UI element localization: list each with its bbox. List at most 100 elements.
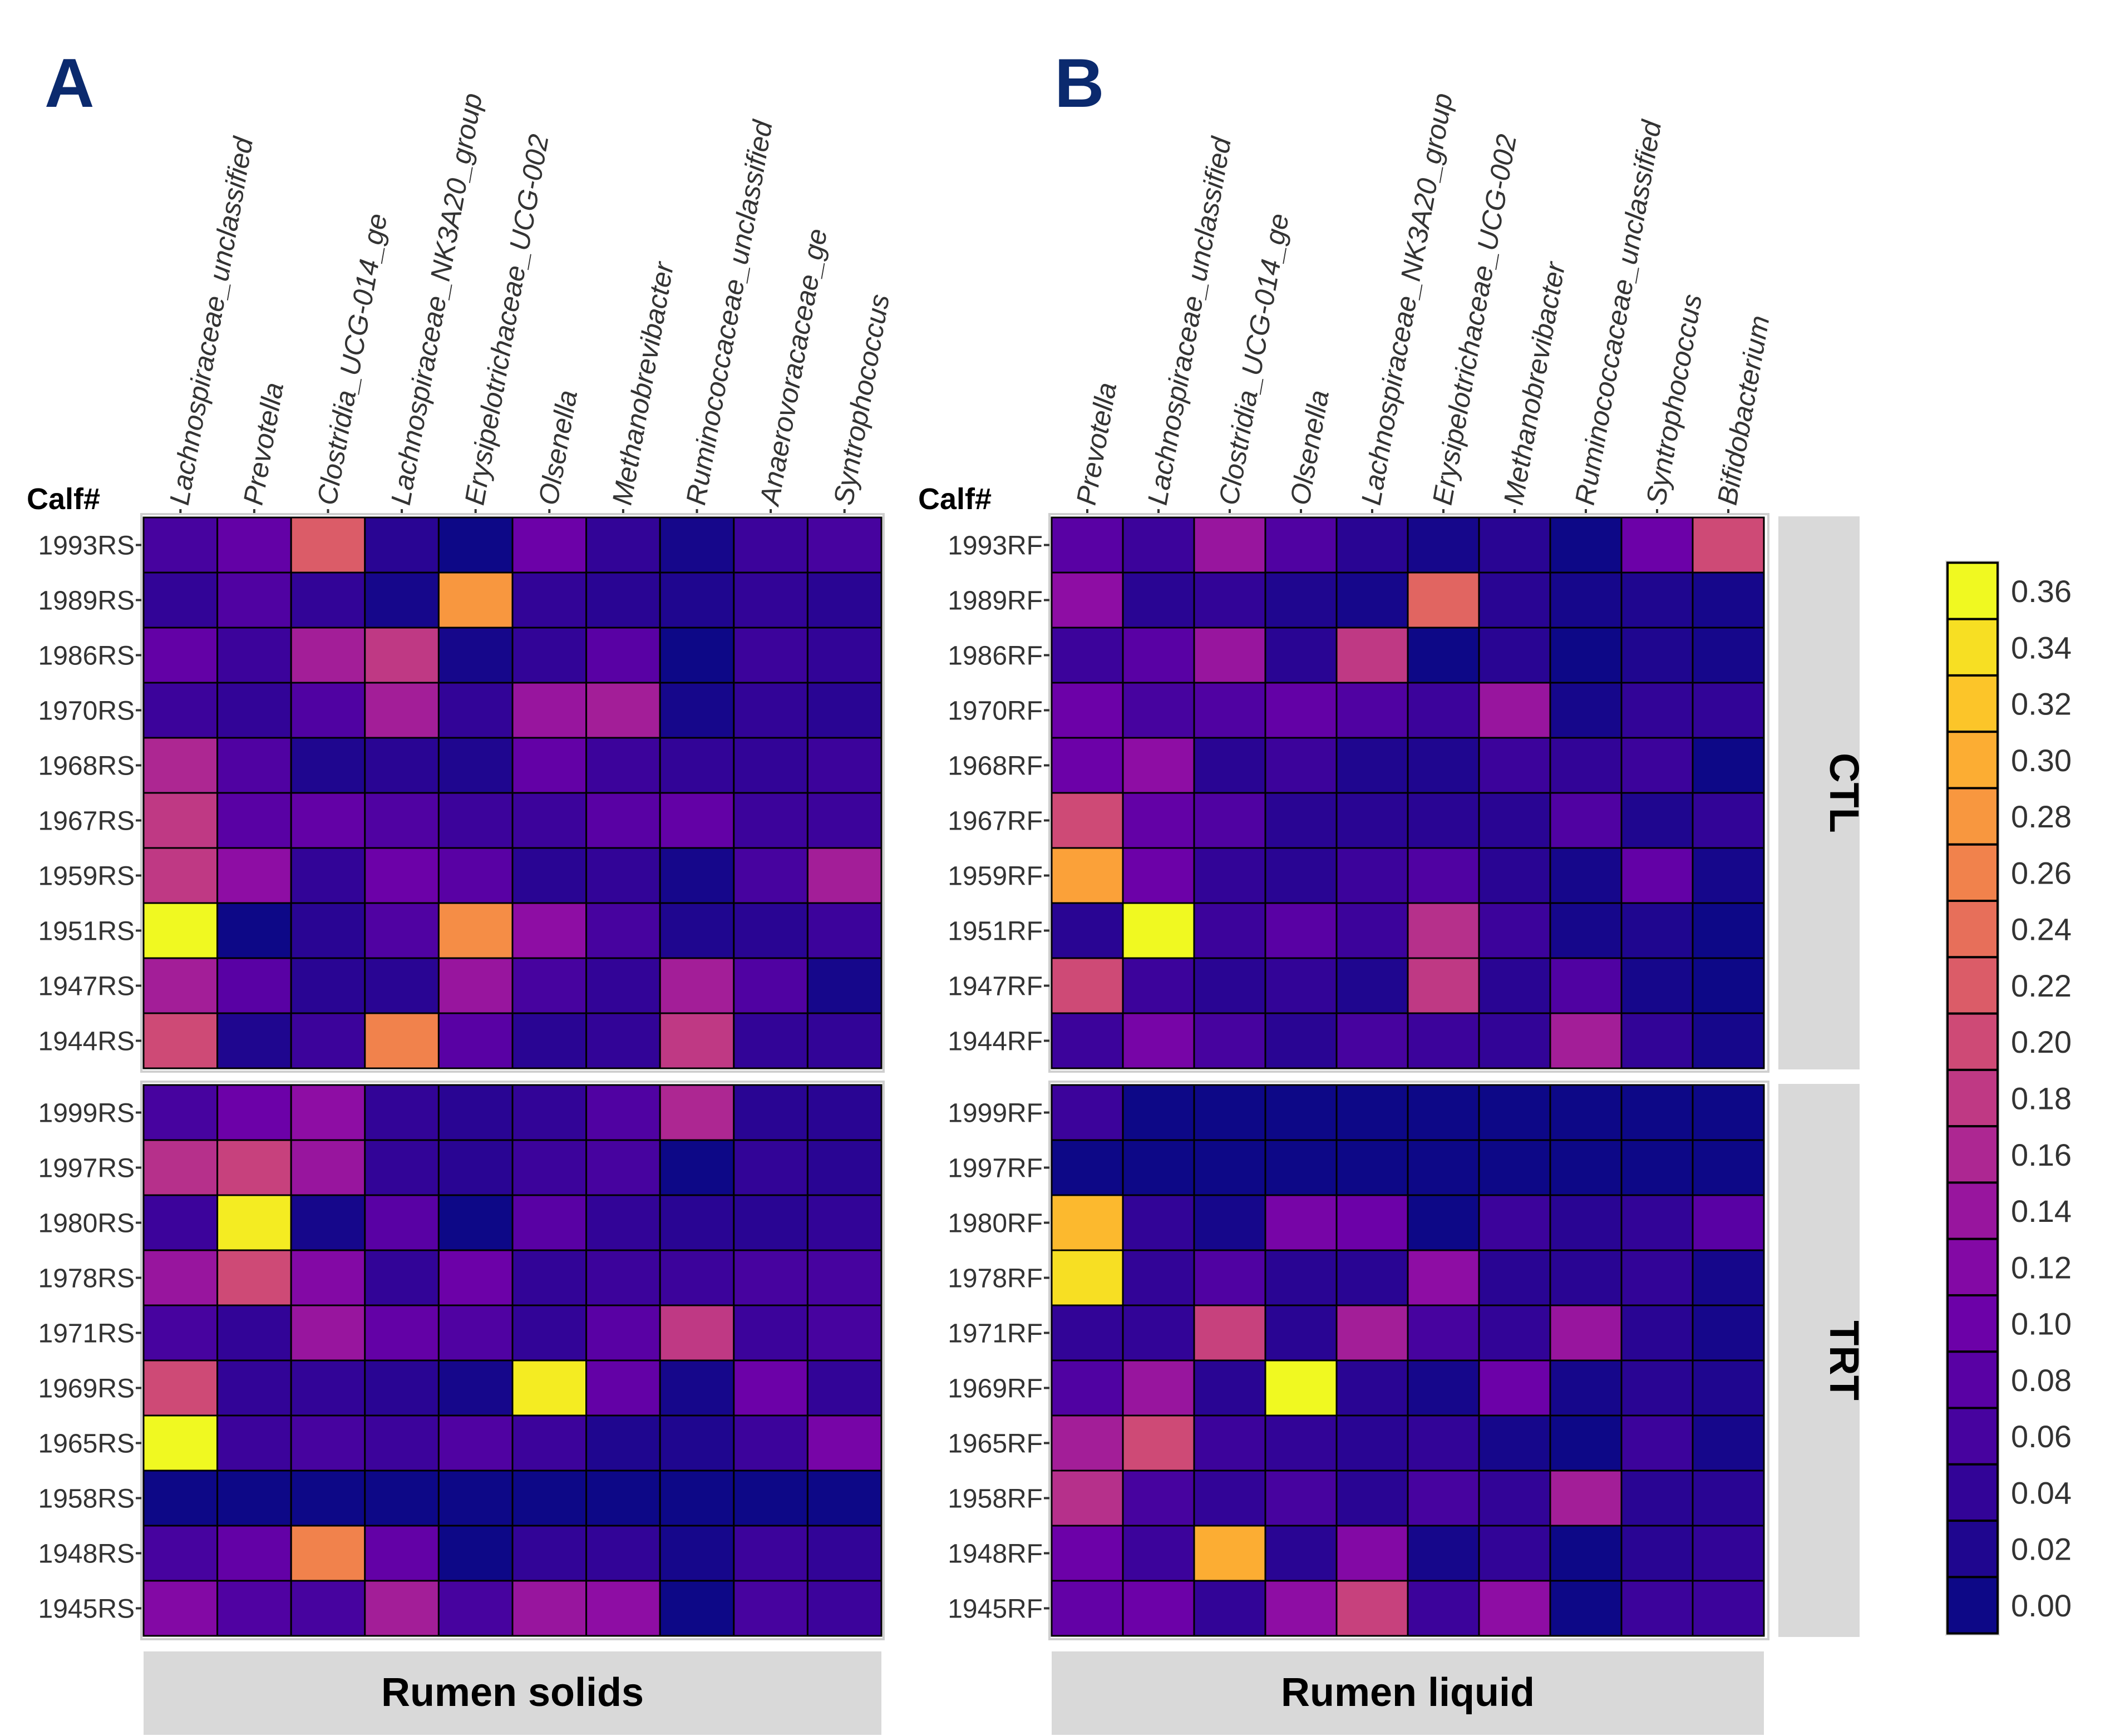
row-label: 1947RS — [38, 972, 135, 1002]
legend-swatch — [1946, 1068, 1999, 1128]
heatmap-cell: 1978RS · Erysipelotrichaceae_UCG-002: 0.… — [437, 1249, 514, 1306]
heatmap-cell: 1967RS · Erysipelotrichaceae_UCG-002: 0.… — [437, 792, 514, 849]
heatmap-cell: 1970RF · Prevotella: 0.10 — [1051, 682, 1124, 739]
heatmap-cell: 1969RF · Ruminococcaceae_unclassified: 0… — [1549, 1359, 1623, 1417]
heatmap-cell: 1999RF · Methanobrevibacter: 0.00 — [1478, 1084, 1551, 1141]
legend-swatch — [1946, 956, 1999, 1015]
heatmap-cell: 1959RS · Syntrophococcus: 0.15 — [806, 847, 883, 904]
heatmap-cell: 1999RS · Clostridia_UCG-014_ge: 0.13 — [290, 1084, 366, 1141]
heatmap-cell: 1978RS · Syntrophococcus: 0.06 — [806, 1249, 883, 1306]
heatmap-cell: 1993RF · Methanobrevibacter: 0.03 — [1478, 516, 1551, 574]
heatmap-cell: 1971RS · Lachnospiraceae_NK3A20_group: 0… — [364, 1304, 440, 1362]
legend-tick-label: 0.18 — [2011, 1081, 2072, 1116]
heatmap-cell: 1947RS · Ruminococcaceae_unclassified: 0… — [659, 957, 735, 1014]
heatmap-cell: 1959RF · Lachnospiraceae_NK3A20_group: 0… — [1335, 847, 1409, 904]
heatmap-cell: 1951RS · Anaerovoracaceae_ge: 0.03 — [733, 902, 808, 959]
heatmap-cell: 1971RF · Methanobrevibacter: 0.04 — [1478, 1304, 1551, 1362]
heatmap-cell: 1970RF · Lachnospiraceae_unclassified: 0… — [1122, 682, 1195, 739]
heatmap-cell: 1997RF · Lachnospiraceae_unclassified: 0… — [1122, 1139, 1195, 1196]
heatmap-cell: 1999RS · Syntrophococcus: 0.03 — [806, 1084, 883, 1141]
heatmap-cell: 1993RS · Olsenella: 0.10 — [511, 516, 588, 574]
heatmap-cell: 1970RF · Clostridia_UCG-014_ge: 0.07 — [1193, 682, 1266, 739]
heatmap-cell: 1999RF · Olsenella: 0.00 — [1264, 1084, 1338, 1141]
heatmap-cell: 1971RS · Lachnospiraceae_unclassified: 0… — [142, 1304, 219, 1362]
heatmap-cell: 1958RS · Erysipelotrichaceae_UCG-002: 0.… — [437, 1469, 514, 1527]
heatmap-cell: 1959RF · Olsenella: 0.03 — [1264, 847, 1338, 904]
heatmap-cell: 1980RF · Olsenella: 0.11 — [1264, 1194, 1338, 1251]
heatmap-cell: 1980RF · Ruminococcaceae_unclassified: 0… — [1549, 1194, 1623, 1251]
legend-swatch — [1946, 1125, 1999, 1184]
heatmap-cell: 1958RS · Clostridia_UCG-014_ge: 0.00 — [290, 1469, 366, 1527]
heatmap-cell: 1959RS · Ruminococcaceae_unclassified: 0… — [659, 847, 735, 904]
heatmap-cell: 1978RS · Prevotella: 0.20 — [216, 1249, 292, 1306]
heatmap-cell: 1993RS · Lachnospiraceae_NK3A20_group: 0… — [364, 516, 440, 574]
heatmap-cell: 1993RF · Clostridia_UCG-014_ge: 0.14 — [1193, 516, 1266, 574]
heatmap-cell: 1970RS · Lachnospiraceae_NK3A20_group: 0… — [364, 682, 440, 739]
heatmap-cell: 1951RF · Bifidobacterium: 0.00 — [1692, 902, 1765, 959]
heatmap-cell: 1944RF · Ruminococcaceae_unclassified: 0… — [1549, 1012, 1623, 1069]
heatmap-cell: 1989RS · Lachnospiraceae_NK3A20_group: 0… — [364, 571, 440, 629]
heatmap-cell: 1993RF · Lachnospiraceae_unclassified: 0… — [1122, 516, 1195, 574]
heatmap-cell: 1951RS · Olsenella: 0.13 — [511, 902, 588, 959]
legend-swatch — [1946, 1237, 1999, 1296]
heatmap-cell: 1997RF · Syntrophococcus: 0.00 — [1620, 1139, 1694, 1196]
heatmap-cell: 1944RF · Methanobrevibacter: 0.04 — [1478, 1012, 1551, 1069]
heatmap-cell: 1947RS · Clostridia_UCG-014_ge: 0.03 — [290, 957, 366, 1014]
heatmap-cell: 1945RS · Lachnospiraceae_unclassified: 0… — [142, 1580, 219, 1637]
heatmap-cell: 1958RF · Lachnospiraceae_NK3A20_group: 0… — [1335, 1469, 1409, 1527]
row-label: 1999RS — [38, 1099, 135, 1128]
heatmap-cell: 1951RS · Methanobrevibacter: 0.06 — [585, 902, 661, 959]
heatmap-cell: 1978RF · Prevotella: 0.34 — [1051, 1249, 1124, 1306]
heatmap-cell: 1945RS · Anaerovoracaceae_ge: 0.06 — [733, 1580, 808, 1637]
heatmap-cell: 1980RS · Ruminococcaceae_unclassified: 0… — [659, 1194, 735, 1251]
heatmap-cell: 1948RS · Prevotella: 0.09 — [216, 1525, 292, 1582]
legend-tick-label: 0.32 — [2011, 687, 2072, 722]
heatmap-cell: 1947RF · Lachnospiraceae_NK3A20_group: 0… — [1335, 957, 1409, 1014]
heatmap-cell: 1958RS · Anaerovoracaceae_ge: 0.00 — [733, 1469, 808, 1527]
heatmap-cell: 1971RS · Erysipelotrichaceae_UCG-002: 0.… — [437, 1304, 514, 1362]
heatmap-cell: 1958RS · Methanobrevibacter: 0.00 — [585, 1469, 661, 1527]
heatmap-cell: 1971RF · Clostridia_UCG-014_ge: 0.19 — [1193, 1304, 1266, 1362]
heatmap-cell: 1978RS · Clostridia_UCG-014_ge: 0.12 — [290, 1249, 366, 1306]
heatmap-cell: 1948RS · Syntrophococcus: 0.04 — [806, 1525, 883, 1582]
heatmap-cell: 1951RF · Ruminococcaceae_unclassified: 0… — [1549, 902, 1623, 959]
heatmap-cell: 1945RF · Prevotella: 0.09 — [1051, 1580, 1124, 1637]
row-label: 1965RS — [38, 1429, 135, 1459]
row-label: 1969RS — [38, 1374, 135, 1404]
heatmap-cell: 1947RF · Methanobrevibacter: 0.03 — [1478, 957, 1551, 1014]
heatmap-cell: 1944RS · Olsenella: 0.03 — [511, 1012, 588, 1069]
heatmap-cell: 1993RS · Methanobrevibacter: 0.04 — [585, 516, 661, 574]
heatmap-cell: 1947RS · Lachnospiraceae_NK3A20_group: 0… — [364, 957, 440, 1014]
heatmap-cell: 1968RF · Methanobrevibacter: 0.05 — [1478, 737, 1551, 794]
heatmap-cell: 1965RS · Olsenella: 0.05 — [511, 1414, 588, 1472]
legend-swatch — [1946, 1463, 1999, 1522]
heatmap-cell: 1945RF · Lachnospiraceae_unclassified: 0… — [1122, 1580, 1195, 1637]
heatmap-cell: 1970RF · Erysipelotrichaceae_UCG-002: 0.… — [1407, 682, 1480, 739]
heatmap-cell: 1948RS · Clostridia_UCG-014_ge: 0.26 — [290, 1525, 366, 1582]
heatmap-cell: 1958RF · Syntrophococcus: 0.03 — [1620, 1469, 1694, 1527]
heatmap-cell: 1945RF · Olsenella: 0.13 — [1264, 1580, 1338, 1637]
heatmap-cell: 1947RS · Olsenella: 0.06 — [511, 957, 588, 1014]
heatmap-cell: 1978RF · Methanobrevibacter: 0.03 — [1478, 1249, 1551, 1306]
heatmap-cell: 1980RF · Methanobrevibacter: 0.05 — [1478, 1194, 1551, 1251]
heatmap-cell: 1967RF · Erysipelotrichaceae_UCG-002: 0.… — [1407, 792, 1480, 849]
heatmap-cell: 1947RS · Erysipelotrichaceae_UCG-002: 0.… — [437, 957, 514, 1014]
row-label: 1959RS — [38, 862, 135, 891]
heatmap-cell: 1968RF · Clostridia_UCG-014_ge: 0.03 — [1193, 737, 1266, 794]
heatmap-cell: 1969RF · Lachnospiraceae_unclassified: 0… — [1122, 1359, 1195, 1417]
legend-swatch — [1946, 731, 1999, 790]
legend-tick-label: 0.36 — [2011, 574, 2072, 609]
heatmap-cell: 1958RF · Bifidobacterium: 0.03 — [1692, 1469, 1765, 1527]
heatmap-cell: 1967RF · Bifidobacterium: 0.04 — [1692, 792, 1765, 849]
heatmap-cell: 1971RS · Syntrophococcus: 0.06 — [806, 1304, 883, 1362]
heatmap-cell: 1999RF · Syntrophococcus: 0.00 — [1620, 1084, 1694, 1141]
heatmap-cell: 1997RF · Prevotella: 0.00 — [1051, 1139, 1124, 1196]
heatmap-cell: 1986RS · Olsenella: 0.04 — [511, 627, 588, 684]
heatmap-cell: 1993RS · Erysipelotrichaceae_UCG-002: 0.… — [437, 516, 514, 574]
row-label: 1986RF — [948, 642, 1043, 671]
row-label: 1968RS — [38, 752, 135, 781]
heatmap-cell: 1948RS · Erysipelotrichaceae_UCG-002: 0.… — [437, 1525, 514, 1582]
heatmap-cell: 1951RS · Lachnospiraceae_unclassified: 0… — [142, 902, 219, 959]
heatmap-cell: 1986RS · Lachnospiraceae_unclassified: 0… — [142, 627, 219, 684]
